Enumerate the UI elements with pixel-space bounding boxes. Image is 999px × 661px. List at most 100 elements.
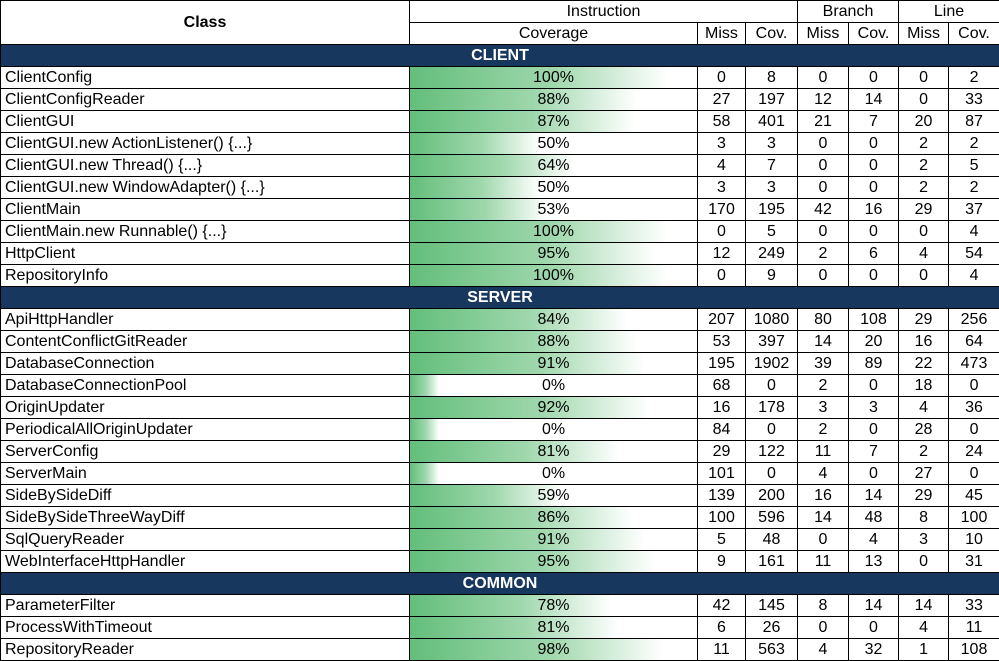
line-miss-header[interactable]: Miss [898,22,950,45]
class-name-cell[interactable]: DatabaseConnection [0,352,410,375]
line-miss-cell[interactable]: 29 [898,198,950,221]
branch-miss-cell[interactable]: 4 [797,462,849,485]
branch-miss-cell[interactable]: 2 [797,374,849,397]
coverage-cell[interactable]: 88% [409,88,698,111]
line-cov-cell[interactable]: 87 [948,110,999,133]
branch-miss-cell[interactable]: 12 [797,88,849,111]
class-name-cell[interactable]: ServerConfig [0,440,410,463]
branch-cov-cell[interactable]: 0 [847,66,900,89]
table-row[interactable]: RepositoryInfo 100% 0 9 0 0 0 4 [0,264,999,287]
coverage-cell[interactable]: 95% [409,550,698,573]
branch-cov-cell[interactable]: 14 [847,88,900,111]
branch-miss-cell[interactable]: 0 [797,528,849,551]
line-cov-cell[interactable]: 0 [948,462,999,485]
class-name-cell[interactable]: ClientGUI.new WindowAdapter() {...} [0,176,410,199]
instruction-cov-cell[interactable]: 596 [745,506,798,529]
branch-cov-cell[interactable]: 0 [847,462,900,485]
instruction-cov-cell[interactable]: 26 [745,616,798,639]
instruction-miss-cell[interactable]: 3 [697,132,746,155]
line-cov-cell[interactable]: 2 [948,176,999,199]
instruction-miss-cell[interactable]: 170 [697,198,746,221]
line-miss-cell[interactable]: 0 [898,220,950,243]
branch-column-header[interactable]: Branch [796,0,900,23]
coverage-cell[interactable]: 78% [409,594,698,617]
class-name-cell[interactable]: ParameterFilter [0,594,410,617]
branch-miss-cell[interactable]: 42 [797,198,849,221]
coverage-cell[interactable]: 64% [409,154,698,177]
branch-miss-cell[interactable]: 14 [797,506,849,529]
branch-cov-cell[interactable]: 48 [847,506,900,529]
branch-cov-cell[interactable]: 0 [847,154,900,177]
instruction-miss-cell[interactable]: 42 [697,594,746,617]
branch-cov-cell[interactable]: 7 [847,440,900,463]
line-cov-cell[interactable]: 24 [948,440,999,463]
instruction-cov-cell[interactable]: 5 [745,220,798,243]
class-name-cell[interactable]: ApiHttpHandler [0,308,410,331]
coverage-cell[interactable]: 100% [409,220,698,243]
line-cov-cell[interactable]: 0 [948,374,999,397]
instruction-cov-cell[interactable]: 195 [745,198,798,221]
branch-miss-cell[interactable]: 8 [797,594,849,617]
branch-miss-cell[interactable]: 3 [797,396,849,419]
line-miss-cell[interactable]: 2 [898,440,950,463]
branch-miss-header[interactable]: Miss [797,22,849,45]
coverage-cell[interactable]: 50% [409,132,698,155]
table-row[interactable]: RepositoryReader 98% 11 563 4 32 1 108 [0,638,999,661]
branch-cov-cell[interactable]: 20 [847,330,900,353]
branch-miss-cell[interactable]: 80 [797,308,849,331]
branch-miss-cell[interactable]: 39 [797,352,849,375]
line-cov-cell[interactable]: 37 [948,198,999,221]
class-name-cell[interactable]: SideBySideDiff [0,484,410,507]
instruction-cov-cell[interactable]: 1902 [745,352,798,375]
class-name-cell[interactable]: HttpClient [0,242,410,265]
branch-cov-cell[interactable]: 0 [847,418,900,441]
coverage-cell[interactable]: 0% [409,374,698,397]
branch-miss-cell[interactable]: 11 [797,440,849,463]
instruction-cov-cell[interactable]: 563 [745,638,798,661]
instruction-miss-cell[interactable]: 139 [697,484,746,507]
coverage-cell[interactable]: 100% [409,66,698,89]
line-cov-cell[interactable]: 31 [948,550,999,573]
line-miss-cell[interactable]: 4 [898,242,950,265]
coverage-cell[interactable]: 81% [409,616,698,639]
line-miss-cell[interactable]: 0 [898,264,950,287]
class-name-cell[interactable]: ClientGUI.new Thread() {...} [0,154,410,177]
table-row[interactable]: SideBySideThreeWayDiff 86% 100 596 14 48 8 100 [0,506,999,529]
class-name-cell[interactable]: RepositoryReader [0,638,410,661]
instruction-cov-cell[interactable]: 200 [745,484,798,507]
line-miss-cell[interactable]: 4 [898,616,950,639]
instruction-cov-cell[interactable]: 1080 [745,308,798,331]
class-name-cell[interactable]: WebInterfaceHttpHandler [0,550,410,573]
table-row[interactable]: ClientMain 53% 170 195 42 16 29 37 [0,198,999,221]
line-miss-cell[interactable]: 0 [898,88,950,111]
coverage-cell[interactable]: 86% [409,506,698,529]
table-row[interactable]: SqlQueryReader 91% 5 48 0 4 3 10 [0,528,999,551]
class-name-cell[interactable]: ClientGUI [0,110,410,133]
instruction-miss-cell[interactable]: 101 [697,462,746,485]
line-miss-cell[interactable]: 22 [898,352,950,375]
instruction-cov-cell[interactable]: 122 [745,440,798,463]
coverage-cell[interactable]: 88% [409,330,698,353]
table-row[interactable]: DatabaseConnectionPool 0% 68 0 2 0 18 0 [0,374,999,397]
coverage-cell[interactable]: 0% [409,462,698,485]
line-cov-cell[interactable]: 0 [948,418,999,441]
instruction-miss-cell[interactable]: 27 [697,88,746,111]
branch-miss-cell[interactable]: 0 [797,154,849,177]
line-miss-cell[interactable]: 29 [898,308,950,331]
instruction-cov-cell[interactable]: 0 [745,418,798,441]
instruction-cov-header[interactable]: Cov. [745,22,798,45]
branch-miss-cell[interactable]: 11 [797,550,849,573]
line-miss-cell[interactable]: 0 [898,66,950,89]
instruction-miss-cell[interactable]: 6 [697,616,746,639]
table-row[interactable]: ClientConfig 100% 0 8 0 0 0 2 [0,66,999,89]
class-name-cell[interactable]: ClientConfig [0,66,410,89]
table-row[interactable]: ApiHttpHandler 84% 207 1080 80 108 29 256 [0,308,999,331]
table-row[interactable]: ContentConflictGitReader 88% 53 397 14 20 16 64 [0,330,999,353]
branch-cov-cell[interactable]: 0 [847,132,900,155]
class-name-cell[interactable]: RepositoryInfo [0,264,410,287]
branch-miss-cell[interactable]: 4 [797,638,849,661]
class-column-header[interactable]: Class [0,0,410,45]
branch-cov-cell[interactable]: 7 [847,110,900,133]
coverage-cell[interactable]: 87% [409,110,698,133]
table-row[interactable]: ProcessWithTimeout 81% 6 26 0 0 4 11 [0,616,999,639]
